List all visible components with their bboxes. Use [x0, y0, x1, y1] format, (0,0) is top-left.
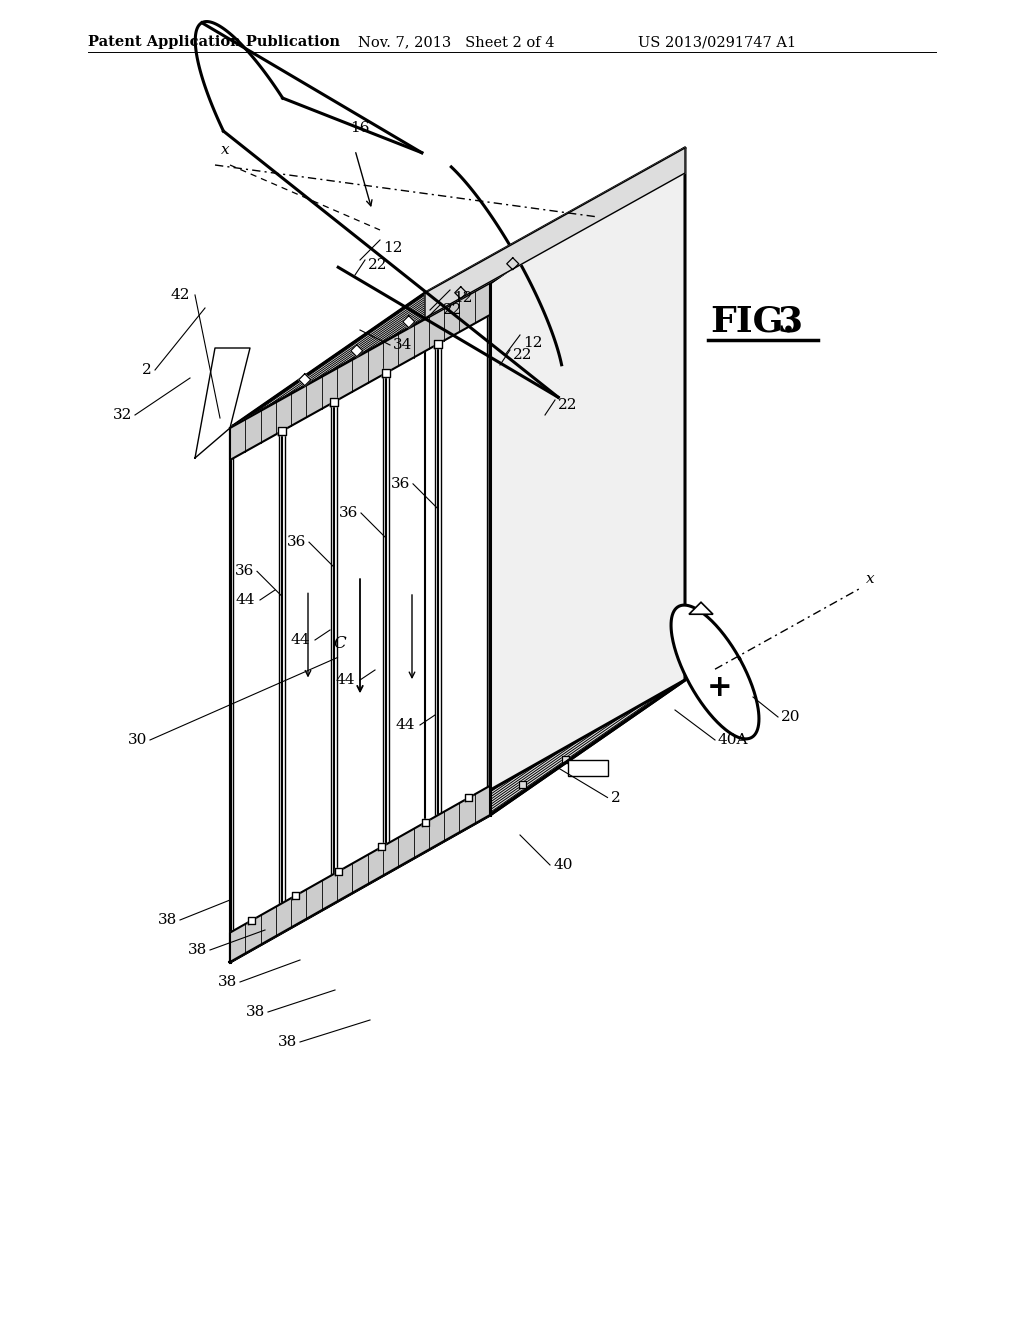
- Text: 42: 42: [171, 288, 190, 302]
- Polygon shape: [490, 148, 685, 814]
- Polygon shape: [382, 370, 390, 378]
- Polygon shape: [519, 780, 526, 788]
- Text: x: x: [865, 572, 874, 586]
- Text: 36: 36: [390, 477, 410, 491]
- Polygon shape: [378, 843, 385, 850]
- Text: 40A: 40A: [718, 733, 749, 747]
- Text: 36: 36: [287, 535, 306, 549]
- Text: 38: 38: [278, 1035, 297, 1049]
- Text: 2: 2: [142, 363, 152, 378]
- Polygon shape: [330, 399, 338, 407]
- Polygon shape: [402, 315, 415, 327]
- Text: 22: 22: [513, 348, 532, 362]
- Polygon shape: [476, 805, 482, 812]
- Text: 36: 36: [339, 506, 358, 520]
- Polygon shape: [230, 785, 490, 962]
- Text: 38: 38: [158, 913, 177, 927]
- Polygon shape: [465, 795, 472, 801]
- Polygon shape: [562, 756, 569, 763]
- Polygon shape: [507, 257, 519, 269]
- Text: 22: 22: [443, 304, 463, 317]
- Text: 44: 44: [395, 718, 415, 733]
- Text: 2: 2: [610, 791, 621, 804]
- Text: 16: 16: [350, 121, 370, 135]
- Polygon shape: [230, 282, 490, 962]
- Polygon shape: [351, 345, 362, 356]
- Polygon shape: [292, 892, 299, 899]
- Polygon shape: [671, 605, 759, 739]
- Polygon shape: [278, 426, 286, 436]
- Text: 12: 12: [453, 290, 472, 305]
- Text: 44: 44: [336, 673, 355, 686]
- Text: Nov. 7, 2013   Sheet 2 of 4: Nov. 7, 2013 Sheet 2 of 4: [358, 36, 555, 49]
- Text: FIG.: FIG.: [710, 305, 795, 339]
- Polygon shape: [689, 602, 713, 614]
- Polygon shape: [195, 348, 250, 458]
- Text: 44: 44: [236, 593, 255, 607]
- Polygon shape: [230, 282, 490, 461]
- Text: US 2013/0291747 A1: US 2013/0291747 A1: [638, 36, 796, 49]
- Text: 12: 12: [383, 242, 402, 255]
- Text: 40: 40: [553, 858, 572, 873]
- Text: +: +: [708, 672, 733, 701]
- Text: 22: 22: [368, 257, 387, 272]
- Polygon shape: [425, 148, 685, 318]
- Text: 3: 3: [778, 305, 803, 339]
- Polygon shape: [299, 374, 310, 385]
- Polygon shape: [230, 680, 685, 962]
- Text: 20: 20: [781, 710, 801, 723]
- Text: 34: 34: [393, 338, 413, 352]
- Text: C: C: [334, 635, 346, 652]
- Polygon shape: [346, 879, 352, 886]
- Text: 32: 32: [113, 408, 132, 422]
- Polygon shape: [432, 830, 439, 837]
- Text: 22: 22: [558, 399, 578, 412]
- Polygon shape: [389, 854, 396, 861]
- Text: 12: 12: [523, 337, 543, 350]
- Polygon shape: [335, 869, 342, 875]
- Text: 38: 38: [187, 942, 207, 957]
- Polygon shape: [567, 759, 607, 776]
- Text: 44: 44: [291, 634, 310, 647]
- Polygon shape: [422, 818, 428, 826]
- Polygon shape: [230, 293, 425, 962]
- Text: 36: 36: [234, 564, 254, 578]
- Text: x: x: [221, 143, 229, 157]
- Text: 30: 30: [128, 733, 147, 747]
- Polygon shape: [455, 286, 467, 298]
- Polygon shape: [230, 148, 685, 428]
- Text: Patent Application Publication: Patent Application Publication: [88, 36, 340, 49]
- Polygon shape: [248, 917, 255, 924]
- Text: 38: 38: [246, 1005, 265, 1019]
- Text: 38: 38: [218, 975, 237, 989]
- Polygon shape: [434, 341, 442, 348]
